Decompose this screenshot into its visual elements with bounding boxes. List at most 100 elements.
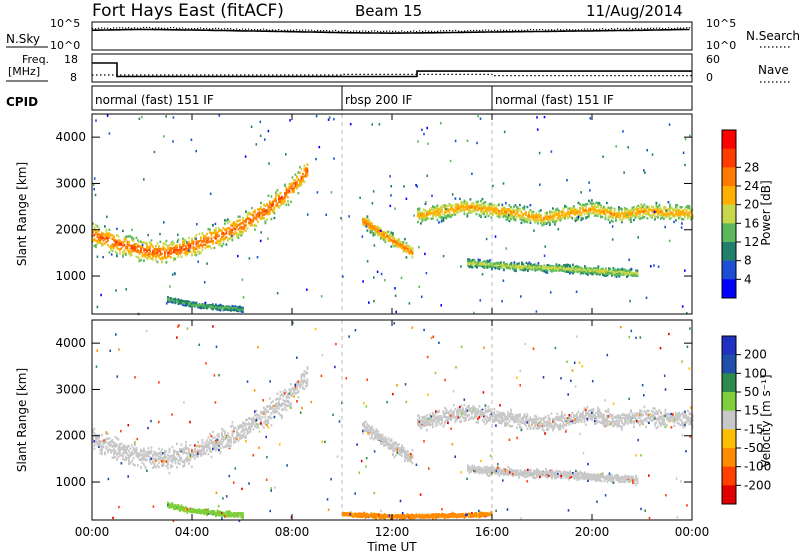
- power-cell: [611, 274, 613, 277]
- velocity-cell: [158, 447, 160, 450]
- power-cell: [230, 308, 232, 312]
- velocity-cell: [251, 422, 253, 425]
- velocity-cell: [243, 424, 246, 427]
- velocity-cell: [252, 419, 255, 422]
- power-cell: [281, 201, 283, 204]
- power-cell: [605, 273, 607, 276]
- nsearch-point: [455, 29, 457, 32]
- power-cell: [137, 250, 139, 253]
- power-cell: [108, 228, 111, 232]
- power-cell: [384, 236, 387, 239]
- power-cell: [527, 262, 529, 266]
- power-cell: [179, 299, 181, 302]
- nsearch-point: [191, 28, 193, 30]
- power-cell: [634, 213, 637, 217]
- power-cell: [380, 272, 383, 276]
- power-cell: [605, 267, 607, 270]
- power-cell: [383, 233, 385, 236]
- power-cell: [556, 213, 559, 217]
- power-cell: [209, 230, 211, 233]
- velocity-cell: [171, 460, 174, 464]
- power-cell: [231, 236, 234, 239]
- power-cell: [168, 299, 171, 302]
- power-cell: [478, 204, 481, 207]
- power-cell: [275, 204, 277, 207]
- power-cell: [610, 206, 613, 209]
- power-cell: [390, 185, 392, 188]
- power-cell: [185, 301, 187, 304]
- power-cell: [407, 250, 409, 253]
- nsearch-point: [434, 31, 436, 33]
- power-cell: [655, 201, 658, 205]
- power-cell: [149, 245, 151, 248]
- power-cell: [99, 241, 102, 244]
- power-cell: [394, 207, 396, 210]
- power-cell: [618, 270, 621, 274]
- velocity-cell: [173, 449, 175, 452]
- velocity-cell: [228, 443, 231, 447]
- power-cell: [410, 247, 412, 251]
- power-cell: [520, 216, 523, 219]
- power-cell: [468, 207, 470, 210]
- power-cell: [137, 256, 139, 259]
- power-cell: [635, 274, 637, 277]
- power-cell: [125, 235, 127, 238]
- power-cell: [140, 248, 142, 252]
- nsearch-point: [263, 28, 265, 30]
- power-cell: [473, 259, 475, 262]
- power-cell: [573, 208, 575, 211]
- velocity-cell: [198, 450, 201, 453]
- power-cell: [233, 305, 235, 308]
- power-cell: [684, 214, 686, 218]
- velocity-cell: [183, 451, 186, 454]
- power-cell: [140, 259, 142, 262]
- power-cell: [105, 235, 108, 238]
- power-cell: [225, 219, 228, 222]
- power-cell: [583, 209, 586, 212]
- power-cell: [203, 304, 205, 307]
- power-cell: [603, 274, 606, 277]
- power-cell: [426, 174, 428, 177]
- power-cell: [502, 208, 505, 211]
- velocity-cell: [248, 431, 250, 434]
- power-cell: [516, 265, 519, 268]
- power-cell: [579, 272, 582, 276]
- velocity-cell: [249, 423, 252, 426]
- power-cell: [275, 194, 277, 197]
- power-cell: [584, 269, 586, 272]
- power-cell: [592, 205, 595, 209]
- velocity-cell: [210, 439, 213, 442]
- power-cell: [361, 235, 364, 238]
- velocity-cell: [245, 440, 247, 443]
- velocity-cell: [264, 410, 267, 413]
- power-cell: [215, 227, 217, 230]
- power-cell: [423, 132, 425, 136]
- power-cell: [203, 239, 205, 243]
- power-cell: [368, 218, 370, 222]
- power-cell: [510, 262, 513, 265]
- power-cell: [549, 265, 552, 268]
- velocity-cell: [257, 425, 259, 429]
- power-cell: [626, 272, 628, 275]
- power-cell: [146, 248, 148, 252]
- power-cell: [630, 271, 633, 275]
- velocity-cell: [228, 440, 231, 443]
- nsky-ytick-top: 10^5: [50, 17, 80, 30]
- power-cell: [207, 304, 210, 307]
- power-cell: [598, 212, 601, 216]
- power-cell: [179, 302, 181, 305]
- power-cell: [168, 250, 171, 254]
- power-cell: [192, 240, 195, 243]
- power-cell: [495, 206, 497, 210]
- power-cell: [489, 207, 491, 210]
- power-cell: [216, 234, 219, 237]
- power-cell: [299, 171, 301, 175]
- nsearch-point: [470, 29, 472, 32]
- power-cell: [664, 225, 666, 229]
- power-cell: [150, 253, 153, 256]
- velocity-cell: [128, 444, 130, 448]
- nsearch-point: [458, 30, 460, 32]
- velocity-cell: [104, 452, 106, 456]
- power-cell: [592, 208, 595, 211]
- nsearch-point: [416, 30, 418, 33]
